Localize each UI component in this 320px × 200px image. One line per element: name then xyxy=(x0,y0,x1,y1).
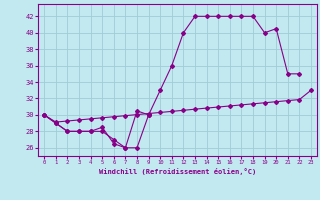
X-axis label: Windchill (Refroidissement éolien,°C): Windchill (Refroidissement éolien,°C) xyxy=(99,168,256,175)
